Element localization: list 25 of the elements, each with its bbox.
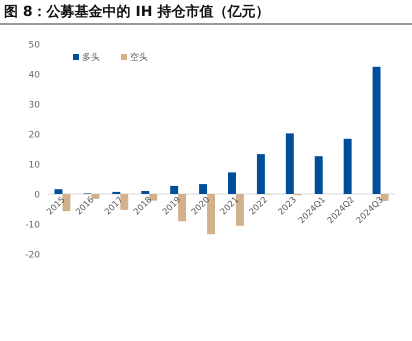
bar [380, 194, 388, 201]
bar [54, 189, 62, 194]
bar [178, 194, 186, 222]
y-tick-label: 40 [28, 70, 40, 80]
bar [141, 191, 150, 194]
bar [256, 154, 265, 194]
y-tick-label: 30 [28, 100, 40, 110]
bar [286, 133, 294, 194]
legend-label: 空头 [130, 52, 148, 63]
y-tick-label: -10 [25, 220, 40, 230]
y-tick-label: 10 [28, 160, 40, 170]
y-tick-label: 50 [28, 40, 40, 50]
bar [120, 194, 128, 210]
bar [207, 194, 215, 234]
y-tick-label: 0 [34, 190, 40, 200]
bar [344, 138, 352, 194]
bar [170, 186, 178, 194]
legend-label: 多头 [82, 52, 100, 63]
bar [199, 184, 208, 194]
chart-title: 图 8：公募基金中的 IH 持仓市值（亿元） [4, 3, 270, 20]
bar [314, 156, 323, 194]
bar [228, 172, 236, 194]
y-tick-label: 20 [28, 130, 40, 140]
bar [372, 66, 381, 194]
y-tick-label: -20 [25, 250, 40, 260]
